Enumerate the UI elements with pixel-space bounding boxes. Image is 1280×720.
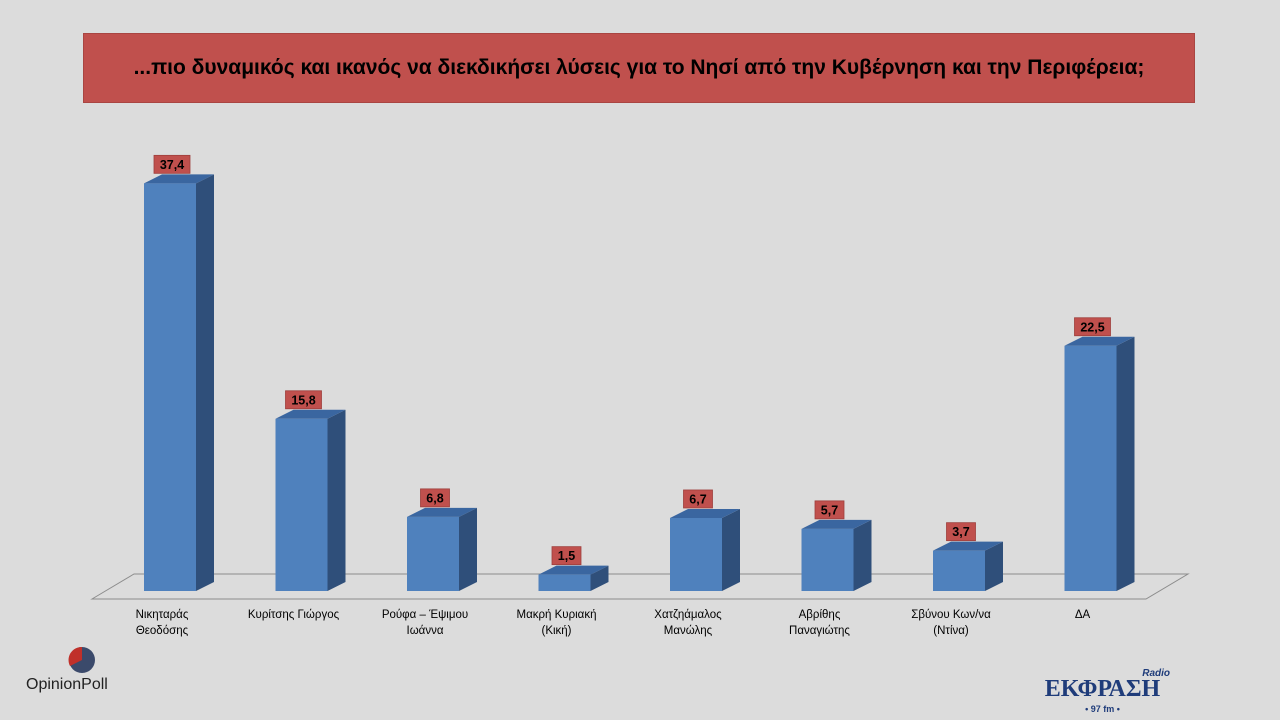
bar-side-7 — [985, 541, 1003, 591]
ekfrasi-frequency: • 97 fm • — [1085, 704, 1120, 714]
bar-top-1 — [144, 174, 214, 184]
data-label-7: 3,7 — [952, 525, 969, 539]
bar-front-4 — [538, 574, 591, 591]
data-label-bg-8 — [1074, 317, 1111, 337]
bar-top-6 — [801, 519, 872, 529]
bar-side-2 — [327, 409, 346, 591]
bar-top-3 — [407, 507, 477, 517]
ekfrasi-brand: ΕΚΦΡΑΣΗ — [1044, 676, 1161, 702]
data-label-bg-4 — [551, 546, 582, 566]
data-label-1: 37,4 — [160, 158, 184, 172]
data-label-bg-3 — [420, 488, 450, 508]
data-label-bg-2 — [285, 390, 322, 410]
category-label-7-line-1: Σβύνου Κων/να — [911, 609, 991, 621]
category-label-3-line-2: Ιωάννα — [407, 625, 444, 637]
chart-title-box: ...πιο δυναμικός και ικανός να διεκδικήσ… — [83, 33, 1195, 103]
opinionpoll-logo-text: OpinionPoll — [26, 676, 108, 693]
category-label-5-line-2: Μανώλης — [664, 625, 713, 637]
bar-top-2 — [275, 409, 346, 419]
bar-side-5 — [722, 508, 740, 591]
data-label-3: 6,8 — [426, 491, 443, 505]
data-label-4: 1,5 — [558, 549, 575, 563]
bar-front-1 — [144, 183, 196, 591]
data-label-8: 22,5 — [1080, 320, 1104, 334]
chart-title: ...πιο δυναμικός και ικανός να διεκδικήσ… — [133, 56, 1145, 79]
category-label-1-line-1: Νικηταράς — [136, 609, 189, 621]
ekfrasi-radio-logo: Radio ΕΚΦΡΑΣΗ • 97 fm • — [1015, 668, 1190, 718]
bar-top-4 — [538, 565, 609, 575]
bar-top-8 — [1064, 336, 1135, 346]
opinionpoll-logo: OpinionPoll — [26, 646, 166, 696]
data-label-2: 15,8 — [291, 393, 315, 407]
bar-side-4 — [590, 565, 609, 591]
category-label-6-line-2: Παναγιώτης — [789, 625, 850, 637]
opinionpoll-logo-icon — [68, 646, 95, 673]
bar-side-8 — [1116, 336, 1135, 591]
category-label-2-line-1: Κυρίτσης Γιώργος — [248, 609, 340, 621]
bar-front-5 — [670, 517, 722, 591]
data-label-bg-6 — [814, 500, 845, 520]
data-label-bg-7 — [946, 522, 976, 542]
bar-side-1 — [196, 174, 214, 591]
bar-side-3 — [459, 507, 477, 591]
category-label-1-line-2: Θεοδόσης — [136, 625, 189, 637]
bar-front-7 — [933, 550, 985, 591]
category-label-7-line-2: (Ντίνα) — [933, 625, 969, 637]
data-label-5: 6,7 — [689, 492, 706, 506]
bar-top-5 — [670, 508, 740, 518]
data-label-bg-1 — [153, 154, 191, 174]
bar-top-7 — [933, 541, 1003, 551]
category-label-4-line-2: (Κική) — [541, 625, 571, 637]
ekfrasi-radio-label: Radio — [1142, 668, 1170, 679]
category-label-8-line-1: ΔΑ — [1075, 609, 1091, 621]
bar-front-2 — [275, 418, 328, 591]
bar-front-8 — [1064, 345, 1117, 591]
data-label-6: 5,7 — [821, 503, 838, 517]
chart-floor — [90, 573, 1190, 600]
bar-front-6 — [801, 528, 854, 591]
bar-front-3 — [407, 516, 459, 591]
category-label-4-line-1: Μακρή Κυριακή — [517, 609, 597, 621]
bar-side-6 — [853, 519, 872, 591]
data-label-bg-5 — [683, 489, 713, 509]
category-label-6-line-1: Αβρίθης — [799, 609, 841, 621]
category-label-5-line-1: Χατζηάμαλος — [654, 609, 722, 621]
category-label-3-line-1: Ρούφα – Έψιμου — [382, 609, 468, 621]
